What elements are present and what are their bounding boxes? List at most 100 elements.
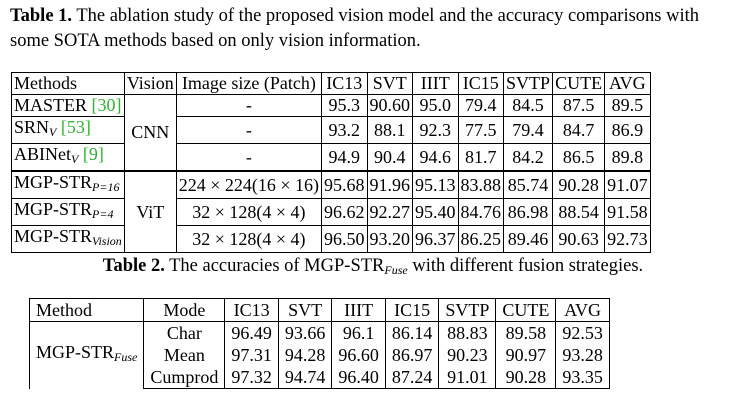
vision-cell: ViT [123, 170, 177, 253]
table-row: MGP-STRP=4 32 × 128(4 × 4) 96.62 92.27 95.40… [11, 198, 651, 226]
value-cell: 96.1 [331, 321, 386, 344]
value-cell: 87.24 [384, 366, 439, 389]
table1-caption-label: Table 1. [10, 6, 73, 26]
image-size-cell: 32 × 128(4 × 4) [175, 198, 323, 226]
value-cell: 94.74 [277, 366, 332, 389]
value-cell: 95.68 [321, 170, 368, 199]
value-cell: 86.14 [384, 321, 439, 344]
table2-header-svtp: SVTP [438, 298, 496, 322]
value-cell: 88.83 [438, 321, 496, 344]
table1: Methods Vision Image size (Patch) IC13 S… [11, 72, 651, 253]
table2: Method Mode IC13 SVT IIIT IC15 SVTP CUTE… [28, 298, 610, 389]
table2-caption: Table 2. The accuracies of MGP-STRFuse w… [0, 254, 746, 283]
value-cell: 92.73 [604, 225, 651, 253]
table1-header-image-size: Image size (Patch) [175, 72, 323, 95]
method-cell: MGP-STRP=4 [11, 198, 125, 226]
table2-caption-sub: Fuse [384, 263, 408, 277]
value-cell: 79.4 [457, 94, 505, 117]
table2-header-iiit: IIIT [331, 298, 386, 322]
mode-cell: Cumprod [143, 366, 225, 389]
value-cell: 90.63 [552, 225, 606, 253]
table1-header-avg: AVG [604, 72, 651, 95]
value-cell: 92.27 [366, 198, 414, 226]
value-cell: 90.4 [366, 143, 414, 172]
value-cell: 93.20 [366, 225, 414, 253]
method-name: MGP-STR [14, 226, 93, 246]
value-cell: 88.54 [552, 198, 606, 226]
value-cell: 93.2 [321, 116, 368, 144]
method-name: MASTER [14, 95, 88, 115]
value-cell: 97.31 [224, 344, 279, 366]
value-cell: 88.1 [366, 116, 414, 144]
table-row: MASTER [30] CNN -95.3 90.60 95.0 79.4 84.5 87.5… [11, 94, 651, 172]
table-row: MGP-STRP=16 ViT 224 × 224(16 × 16) 95.68 91.… [11, 170, 651, 253]
value-cell: 90.60 [366, 94, 414, 117]
method-subscript: Fuse [114, 350, 138, 365]
table2-caption-pre: The accuracies of MGP-STR [164, 256, 385, 276]
method-cell: ABINetV [9] [11, 143, 125, 172]
value-cell: 94.9 [321, 143, 368, 172]
value-cell: 96.62 [321, 198, 368, 226]
table-row: Cumprod 97.32 94.74 96.40 87.24 91.01 90.28 93.… [30, 366, 610, 389]
method-name: SRN [14, 117, 50, 137]
table1-header-cute: CUTE [552, 72, 606, 95]
table1-header-iiit: IIIT [412, 72, 459, 95]
method-name: MGP-STR [14, 199, 93, 219]
image-size-cell: 224 × 224(16 × 16) [175, 170, 323, 199]
method-name: ABINet [14, 144, 71, 164]
value-cell: 91.96 [366, 170, 414, 199]
table1-header-ic13: IC13 [321, 72, 368, 95]
table1-header-svtp: SVTP [503, 72, 554, 95]
table1-header-ic15: IC15 [457, 72, 505, 95]
table2-caption-label: Table 2. [102, 256, 165, 276]
value-cell: 81.7 [457, 143, 505, 172]
value-cell: 79.4 [503, 116, 554, 144]
table2-header-svt: SVT [277, 298, 332, 322]
value-cell: 77.5 [457, 116, 505, 144]
value-cell: 93.35 [555, 366, 610, 389]
method-cell: MGP-STRP=16 [11, 170, 125, 199]
value-cell: 94.28 [277, 344, 332, 366]
value-cell: 92.3 [412, 116, 459, 144]
value-cell: 90.28 [552, 170, 606, 199]
value-cell: 89.58 [495, 321, 556, 344]
table1-header-methods: Methods [11, 72, 125, 95]
value-cell: 96.60 [331, 344, 386, 366]
table1-header-vision: Vision [123, 72, 177, 95]
method-subscript: Vision [92, 234, 122, 248]
method-name: MGP-STR [36, 342, 115, 363]
citation-ref: [53] [60, 117, 91, 137]
table-row: MGP-STRFuse Char 96.49 93.66 96.1 86.14 88.83 8… [28, 321, 610, 389]
table2-caption-post: with different fusion strategies. [407, 256, 644, 276]
table2-header-avg: AVG [555, 298, 610, 322]
method-subscript: P=16 [92, 180, 120, 194]
value-cell: 90.28 [495, 366, 556, 389]
value-cell: 86.97 [384, 344, 439, 366]
value-cell: 86.98 [503, 198, 554, 226]
value-cell: 94.6 [412, 143, 459, 172]
method-subscript: V [71, 152, 79, 166]
value-cell: 91.58 [604, 198, 651, 226]
value-cell: 96.49 [224, 321, 279, 344]
table-row: SRNV [53] -93.2 88.1 92.3 77.5 79.4 84.7 86.9 [11, 116, 651, 144]
value-cell: 93.28 [555, 344, 610, 366]
method-cell: MGP-STRVision [11, 225, 125, 253]
table1-header-svt: SVT [366, 72, 414, 95]
method-subscript: V [49, 125, 57, 139]
method-cell: SRNV [53] [11, 116, 125, 144]
citation-ref: [30] [91, 95, 122, 115]
table2-header-row: Method Mode IC13 SVT IIIT IC15 SVTP CUTE… [28, 298, 610, 322]
table2-header-ic15: IC15 [384, 298, 439, 322]
value-cell: 95.13 [412, 170, 459, 199]
value-cell: 95.0 [412, 94, 459, 117]
table-row: ABINetV [9] -94.9 90.4 94.6 81.7 84.2 86.5 89.8 [11, 143, 651, 172]
value-cell: 84.7 [552, 116, 606, 144]
table1-caption: Table 1. The ablation study of the propo… [10, 4, 736, 54]
table2-header-ic13: IC13 [224, 298, 279, 322]
mode-cell: Char [143, 321, 225, 344]
value-cell: 83.88 [457, 170, 505, 199]
value-cell: 90.23 [438, 344, 496, 366]
value-cell: 84.76 [457, 198, 505, 226]
method-cell: MASTER [30] [11, 94, 125, 117]
